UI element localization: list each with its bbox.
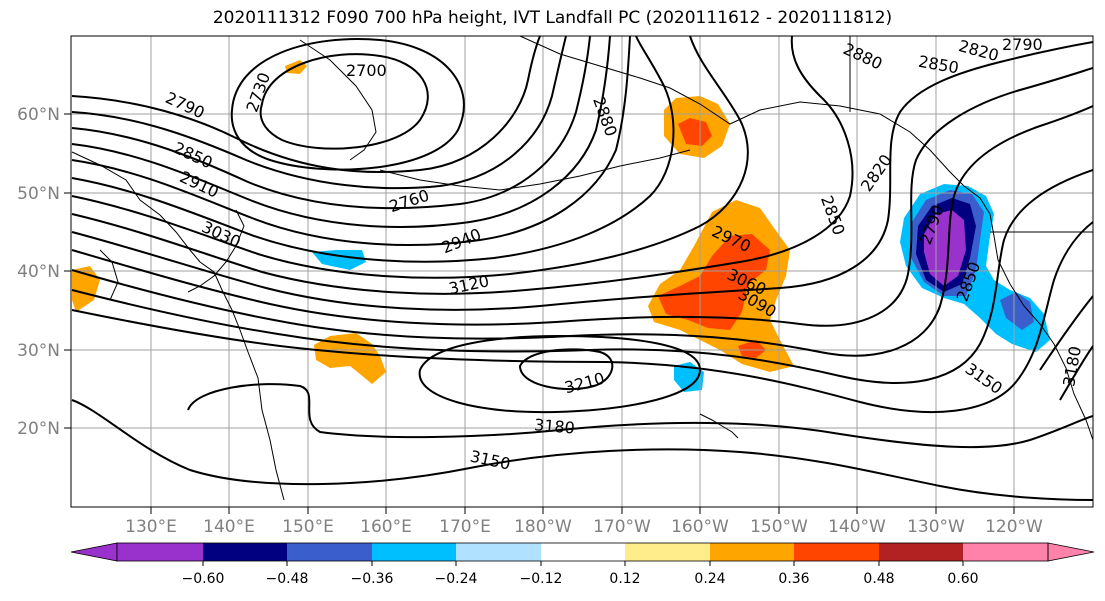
height-contour — [71, 67, 1093, 327]
height-contour — [71, 36, 611, 228]
lon-label: 120°W — [985, 517, 1043, 537]
height-contour — [71, 36, 541, 174]
shading-patch — [674, 362, 704, 392]
colorbar-label: 0.12 — [609, 571, 640, 587]
lon-label: 180°W — [514, 517, 572, 537]
height-contour — [71, 399, 1093, 501]
coastline-aleutians — [379, 149, 691, 191]
shading-patch — [72, 266, 100, 312]
colorbar-label: 0.36 — [778, 571, 809, 587]
lon-label: 140°W — [828, 517, 886, 537]
coastline-kamchatka — [299, 39, 377, 161]
colorbar-segment — [794, 543, 879, 561]
coastline-asia — [71, 151, 285, 501]
latitude-axis: 60°N 50°N 40°N 30°N 20°N — [17, 105, 71, 439]
height-contour — [71, 169, 1093, 384]
gridlines — [71, 36, 1093, 507]
shading-patch — [1000, 292, 1034, 330]
shading-patch — [312, 250, 366, 270]
lon-label: 150°W — [750, 517, 808, 537]
lon-label: 170°E — [439, 517, 491, 537]
colorbar-segment — [372, 543, 456, 561]
height-contour — [1059, 345, 1093, 401]
lon-label: 150°E — [282, 517, 334, 537]
height-contour — [71, 36, 631, 246]
colorbar-segment — [879, 543, 963, 561]
colorbar-label: −0.48 — [266, 571, 309, 587]
lon-label: 170°W — [593, 517, 651, 537]
lat-label: 40°N — [17, 262, 60, 282]
coastline-alaska — [519, 36, 965, 187]
height-contour — [187, 383, 1093, 449]
shading-patch — [658, 234, 770, 330]
colorbar-segment — [541, 543, 625, 561]
height-contour — [71, 36, 854, 295]
colorbar-label: 0.24 — [694, 571, 725, 587]
coastline-korea — [99, 249, 119, 301]
ivt-shading — [72, 60, 1050, 392]
colorbar-label: −0.24 — [435, 571, 478, 587]
colorbar-segment — [710, 543, 794, 561]
lon-label: 140°E — [203, 517, 255, 537]
colorbar-label: 0.48 — [863, 571, 894, 587]
lon-label: 160°E — [360, 517, 412, 537]
coastline-namerica — [963, 185, 1093, 441]
colorbar-label: −0.12 — [520, 571, 563, 587]
shading-patch — [678, 118, 712, 146]
colorbar-extend-left — [70, 542, 118, 562]
colorbar-segment — [203, 543, 287, 561]
figure-title: 2020111312 F090 700 hPa height, IVT Land… — [212, 8, 893, 28]
lat-label: 20°N — [17, 419, 60, 439]
lon-label: 130°E — [125, 517, 177, 537]
height-contour — [71, 221, 1093, 414]
contour-label: 3180 — [533, 415, 575, 437]
height-contour — [1039, 295, 1093, 371]
lat-label: 50°N — [17, 184, 60, 204]
height-contours — [71, 36, 1093, 501]
lat-label: 60°N — [17, 105, 60, 125]
height-contour — [71, 41, 1093, 311]
colorbar-extend-right — [1047, 542, 1095, 562]
height-contour — [71, 36, 591, 210]
height-contour — [71, 105, 1093, 357]
lat-label: 30°N — [17, 341, 60, 361]
height-contour — [259, 53, 429, 150]
contour-label: 2700 — [346, 61, 387, 80]
colorbar-label: −0.60 — [182, 571, 225, 587]
colorbar-segment — [117, 543, 203, 561]
height-contour — [71, 36, 675, 263]
colorbar-segment — [456, 543, 541, 561]
colorbar-label: −0.36 — [351, 571, 394, 587]
shading-patch — [738, 340, 766, 358]
height-contour — [230, 38, 465, 171]
longitude-axis: 130°E 140°E 150°E 160°E 170°E 180°W 170°… — [125, 507, 1043, 537]
height-contour — [418, 334, 702, 414]
colorbar-label: 0.60 — [947, 571, 978, 587]
colorbar-segment — [963, 543, 1048, 561]
colorbar-segment — [625, 543, 710, 561]
coastline-hawaii — [699, 413, 739, 439]
height-contour — [71, 36, 749, 279]
contour-label: 2790 — [1002, 35, 1043, 54]
colorbar-segment — [287, 543, 372, 561]
lon-label: 160°W — [671, 517, 729, 537]
colorbar: −0.60 −0.48 −0.36 −0.24 −0.12 0.12 0.24 … — [70, 542, 1095, 587]
height-contour — [518, 348, 614, 390]
colorbar-border — [116, 542, 1049, 562]
height-contour — [71, 36, 567, 190]
shading-patch — [924, 210, 966, 286]
lon-label: 130°W — [907, 517, 965, 537]
